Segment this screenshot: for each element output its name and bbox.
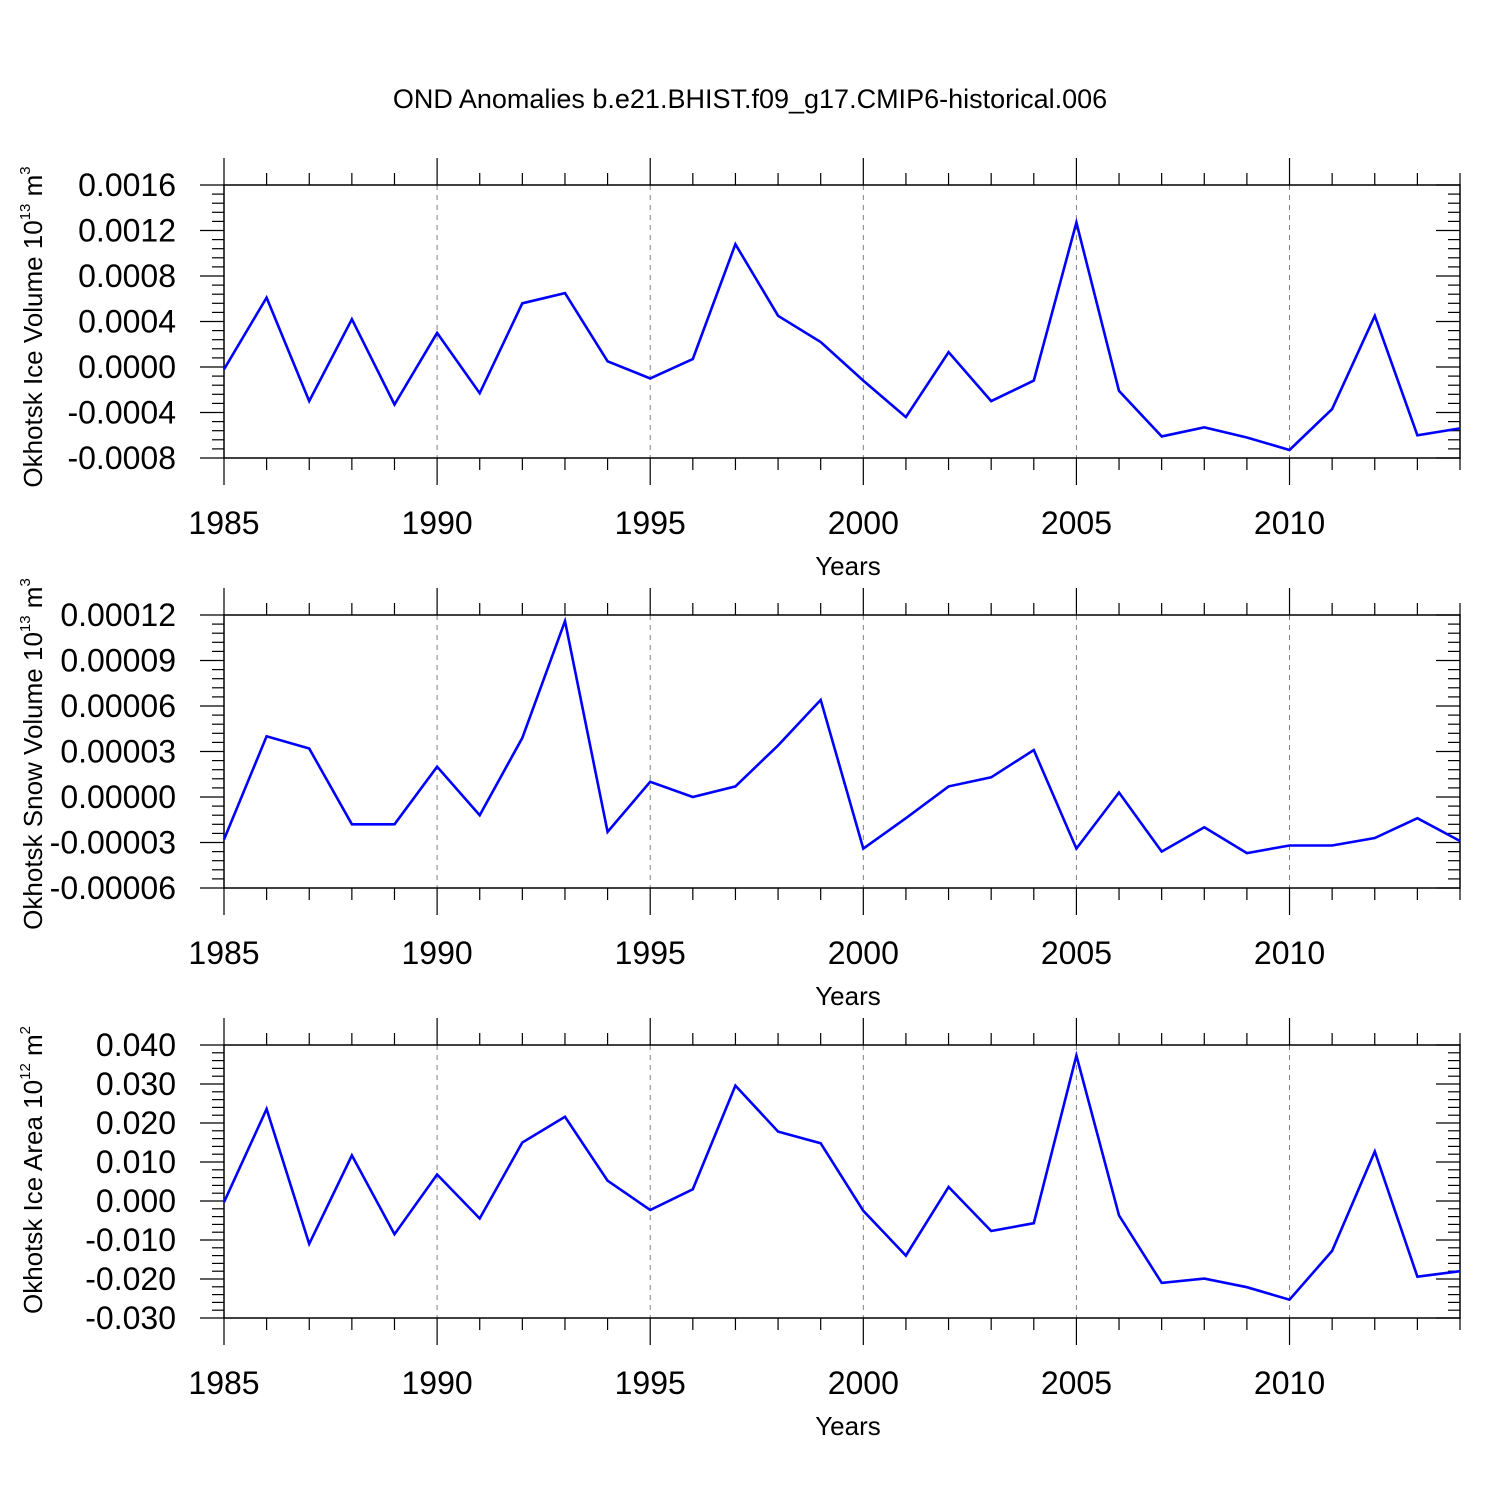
y-tick-label: 0.030 bbox=[96, 1066, 176, 1102]
x-tick-label: 1995 bbox=[615, 505, 686, 541]
panel-2: -0.00006 -0.00003 0.00000 0.00003 0.00006 0.0… bbox=[17, 578, 1461, 1011]
plot-frame bbox=[223, 614, 1461, 889]
y-axis-title-unit: m bbox=[18, 587, 48, 616]
x-tick-label: 2005 bbox=[1041, 935, 1112, 971]
x-axis-title: Years bbox=[815, 551, 881, 581]
y-axis-title-unit: m bbox=[18, 1034, 48, 1063]
y-tick-label: 0.0004 bbox=[78, 304, 176, 340]
y-tick-label: 0.00009 bbox=[60, 643, 176, 679]
y-tick-label: -0.020 bbox=[85, 1261, 176, 1297]
series-line bbox=[222, 217, 1461, 452]
y-tick-label: 0.020 bbox=[96, 1105, 176, 1141]
y-tick-label: -0.0008 bbox=[67, 440, 176, 476]
panel-3: -0.030-0.020-0.0100.0000.0100.0200.0300.… bbox=[17, 1018, 1461, 1441]
panels: -0.0008 -0.0004 0.0000 0.0004 0.0008 0.0012 0.… bbox=[17, 158, 1461, 1441]
x-tick-label: 1995 bbox=[615, 935, 686, 971]
y-axis-title-text: Okhotsk Ice Volume 10 bbox=[18, 220, 48, 487]
x-tick-label: 2010 bbox=[1254, 1365, 1325, 1401]
y-axis-title-unit-exponent: 3 bbox=[17, 166, 34, 174]
y-tick-label: -0.00006 bbox=[50, 870, 176, 906]
plot-frame bbox=[223, 1044, 1461, 1319]
y-tick-label: 0.0012 bbox=[78, 213, 176, 249]
series-line bbox=[222, 1050, 1461, 1302]
y-axis-title-exponent: 12 bbox=[17, 1063, 34, 1080]
x-tick-label: 1990 bbox=[402, 505, 473, 541]
x-axis-title: Years bbox=[815, 981, 881, 1011]
y-axis-title-text: Okhotsk Snow Volume 10 bbox=[18, 632, 48, 930]
y-tick-label: 0.040 bbox=[96, 1027, 176, 1063]
plot-frame bbox=[223, 184, 1461, 459]
y-tick-label: -0.00003 bbox=[50, 825, 176, 861]
x-axis-title: Years bbox=[815, 1411, 881, 1441]
series-line bbox=[222, 616, 1461, 855]
y-tick-label: 0.010 bbox=[96, 1144, 176, 1180]
y-tick-label: -0.010 bbox=[85, 1222, 176, 1258]
y-axis-title-text: Okhotsk Ice Area 10 bbox=[18, 1080, 48, 1314]
x-tick-label: 2000 bbox=[828, 1365, 899, 1401]
y-axis-title: Okhotsk Ice Area 1012 m2 bbox=[17, 1026, 48, 1314]
x-tick-label: 2010 bbox=[1254, 935, 1325, 971]
x-tick-label: 1985 bbox=[188, 935, 259, 971]
x-tick-label: 2000 bbox=[828, 935, 899, 971]
y-axis-title-exponent: 13 bbox=[17, 204, 34, 221]
y-tick-label: 0.000 bbox=[96, 1183, 176, 1219]
figure-title: OND Anomalies b.e21.BHIST.f09_g17.CMIP6-… bbox=[393, 84, 1107, 114]
y-tick-label: 0.00006 bbox=[60, 688, 176, 724]
y-axis-title-unit: m bbox=[18, 175, 48, 204]
panel-1: -0.0008 -0.0004 0.0000 0.0004 0.0008 0.0012 0.… bbox=[17, 158, 1461, 581]
y-axis-title-unit-exponent: 3 bbox=[17, 578, 34, 586]
x-tick-label: 2005 bbox=[1041, 505, 1112, 541]
y-tick-label: 0.0008 bbox=[78, 258, 176, 294]
x-tick-label: 1990 bbox=[402, 935, 473, 971]
y-tick-label: 0.00012 bbox=[60, 597, 176, 633]
x-tick-label: 2005 bbox=[1041, 1365, 1112, 1401]
y-axis-title: Okhotsk Ice Volume 1013 m3 bbox=[17, 166, 48, 487]
y-tick-label: -0.0004 bbox=[67, 395, 176, 431]
y-tick-label: 0.00003 bbox=[60, 734, 176, 770]
x-tick-label: 2010 bbox=[1254, 505, 1325, 541]
y-tick-label: 0.00000 bbox=[60, 779, 176, 815]
y-tick-label: 0.0000 bbox=[78, 349, 176, 385]
y-axis-title-exponent: 13 bbox=[17, 615, 34, 632]
y-tick-label: -0.030 bbox=[85, 1300, 176, 1336]
x-tick-label: 1985 bbox=[188, 505, 259, 541]
y-axis-title-unit-exponent: 2 bbox=[17, 1026, 34, 1034]
x-tick-label: 1990 bbox=[402, 1365, 473, 1401]
x-tick-label: 1995 bbox=[615, 1365, 686, 1401]
x-tick-label: 2000 bbox=[828, 505, 899, 541]
y-tick-label: 0.0016 bbox=[78, 167, 176, 203]
y-axis-title: Okhotsk Snow Volume 1013 m3 bbox=[17, 578, 48, 930]
x-tick-label: 1985 bbox=[188, 1365, 259, 1401]
